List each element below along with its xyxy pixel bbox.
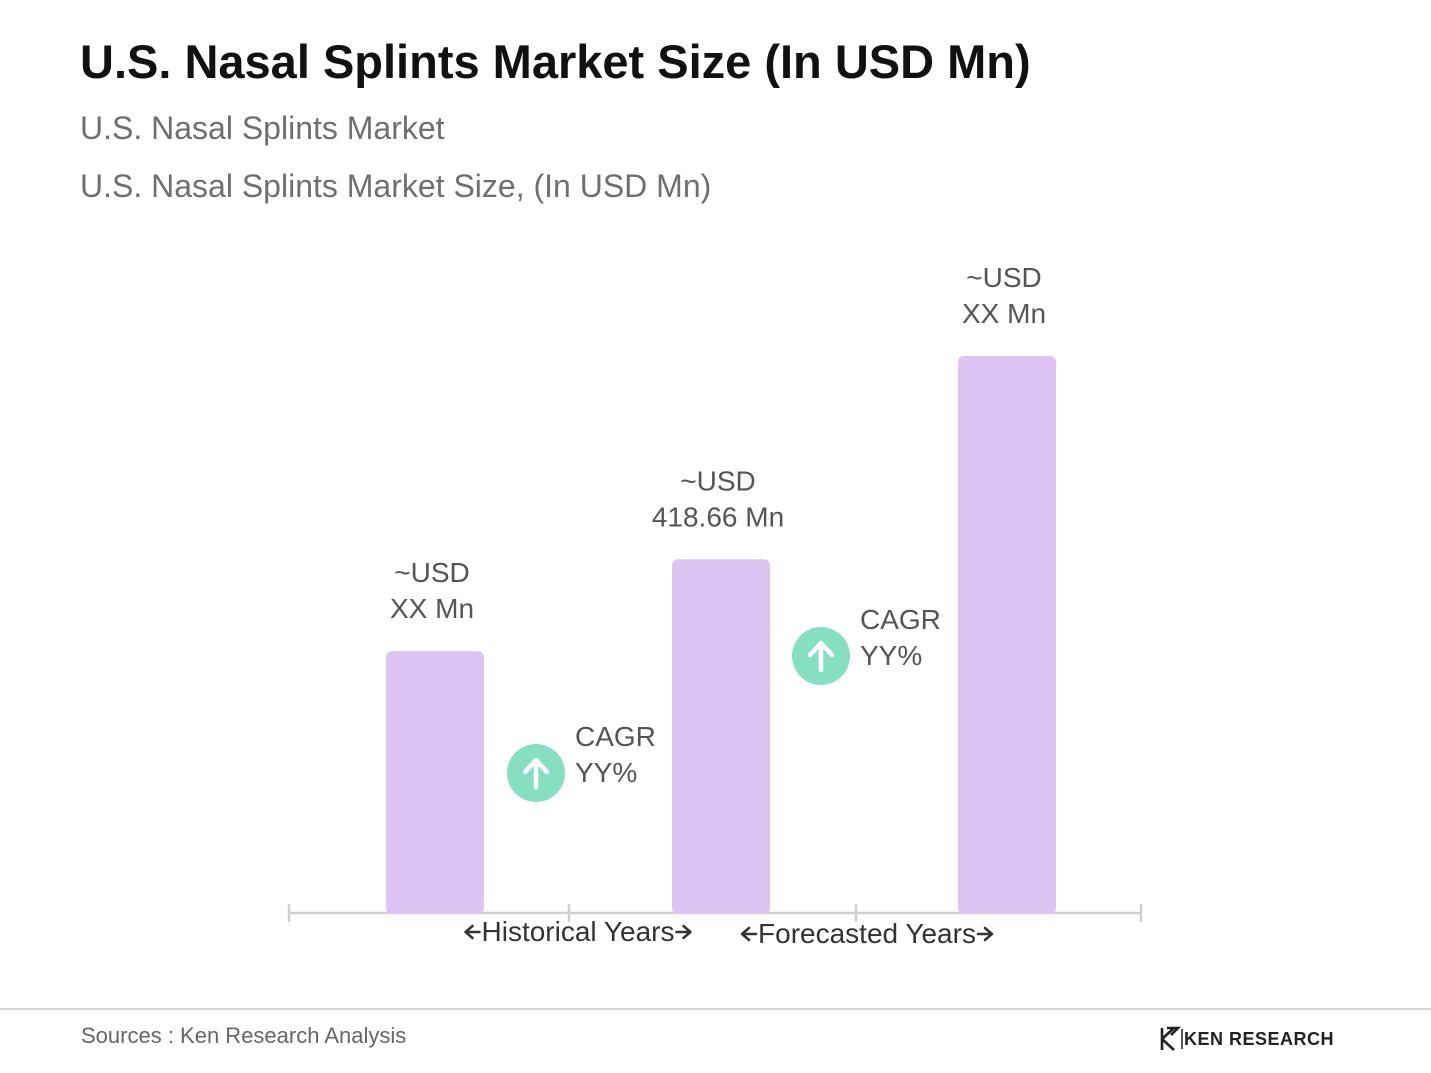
chart-subtitle-units: U.S. Nasal Splints Market Size, (In USD … <box>80 168 712 204</box>
bar-value-label: XX Mn <box>962 298 1046 329</box>
brand-name: KEN RESEARCH <box>1184 1028 1335 1049</box>
period-label: Historical Years <box>482 916 675 947</box>
bar-value-label: ~USD <box>966 262 1041 293</box>
bar-value-label: ~USD <box>394 557 469 588</box>
cagr-label: CAGR <box>575 721 656 752</box>
right-arrow-icon <box>675 924 692 940</box>
period-label: Forecasted Years <box>758 918 976 949</box>
chart-title: U.S. Nasal Splints Market Size (In USD M… <box>80 35 1031 88</box>
bar-value-label: ~USD <box>680 465 755 496</box>
right-arrow-icon <box>976 926 994 942</box>
cagr-label: YY% <box>860 640 922 671</box>
source-note: Sources : Ken Research Analysis <box>81 1023 407 1048</box>
up-arrow-icon <box>807 640 835 673</box>
bar-chart: ~USD XX Mn ~USD 418.66 Mn ~USD XX Mn CAGR YY% CA… <box>287 262 1143 949</box>
cagr-label: YY% <box>575 757 637 788</box>
bar-value-label: 418.66 Mn <box>652 501 784 532</box>
bar <box>958 356 1056 914</box>
footer-divider <box>0 1008 1431 1010</box>
cagr-label: CAGR <box>860 604 941 635</box>
left-arrow-icon <box>740 926 758 942</box>
bar-value-label: XX Mn <box>390 593 474 624</box>
bar <box>672 559 770 914</box>
left-arrow-icon <box>464 924 481 940</box>
up-arrow-icon <box>522 757 550 790</box>
ken-research-logo-icon <box>1160 1026 1183 1051</box>
bar <box>386 651 484 914</box>
chart-subtitle: U.S. Nasal Splints Market <box>80 110 445 146</box>
brand-logo: KEN RESEARCH <box>1158 1025 1334 1053</box>
